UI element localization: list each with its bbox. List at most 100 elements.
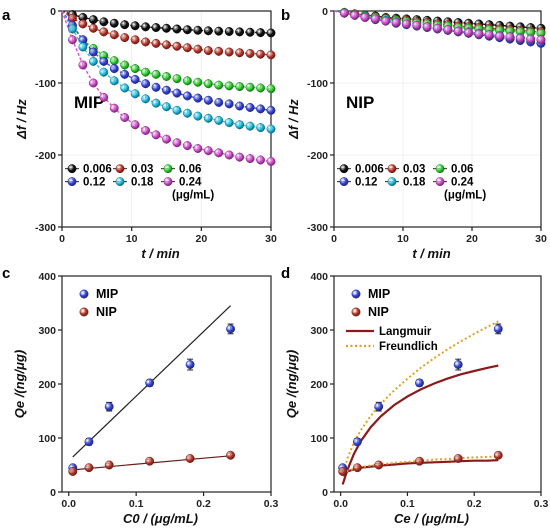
legend-label: 0.18 — [403, 177, 426, 189]
x-tick-label: 0.2 — [467, 498, 482, 510]
x-tick-label: 30 — [265, 233, 277, 245]
data-point — [185, 454, 195, 463]
data-point — [88, 47, 98, 57]
series-MIP — [68, 323, 235, 473]
data-point — [266, 28, 276, 38]
series-0.006 — [61, 10, 276, 38]
data-point — [453, 454, 463, 463]
data-point — [88, 78, 98, 88]
fit-curve-langmuir — [341, 364, 499, 485]
data-point — [151, 130, 161, 140]
data-point — [162, 72, 171, 81]
data-point — [360, 13, 370, 22]
data-point — [182, 141, 192, 151]
data-point — [515, 33, 525, 43]
legend-label: MIP — [368, 287, 390, 301]
data-point — [203, 95, 213, 105]
data-point — [226, 324, 235, 334]
data-point — [172, 88, 182, 98]
data-point — [245, 154, 255, 164]
data-point — [130, 120, 140, 130]
y-tick-label: -200 — [35, 150, 56, 162]
legend-marker — [339, 177, 349, 187]
y-tick-label: 400 — [38, 271, 56, 283]
x-tick-label: 0 — [59, 233, 65, 245]
x-tick-label: 10 — [397, 233, 409, 245]
data-point — [464, 28, 473, 38]
data-point — [172, 41, 182, 51]
x-tick-label: 0.2 — [196, 498, 211, 510]
data-point — [172, 24, 182, 34]
data-point — [381, 16, 391, 26]
data-point — [374, 460, 384, 470]
y-tick-label: -200 — [307, 150, 328, 162]
x-axis-label: Ce / (μg/mL) — [394, 511, 469, 526]
legend-label: Langmuir — [379, 326, 432, 338]
data-point — [224, 47, 234, 57]
data-point — [374, 402, 384, 412]
data-point — [536, 35, 546, 45]
y-tick-label: 300 — [310, 325, 328, 337]
data-point — [245, 82, 255, 92]
y-tick-label: 0 — [322, 6, 328, 18]
legend-label: 0.03 — [403, 164, 425, 176]
data-point — [352, 463, 362, 473]
data-point — [99, 17, 109, 27]
plot-frame — [333, 10, 542, 228]
legend-label: 0.06 — [179, 164, 201, 176]
data-point — [162, 40, 171, 50]
x-axis-label: t / min — [141, 246, 179, 261]
data-point — [162, 85, 171, 95]
data-point — [120, 69, 130, 79]
data-point — [422, 22, 432, 32]
series-0.18 — [61, 10, 276, 134]
data-point — [256, 123, 265, 133]
data-point — [130, 21, 140, 31]
series-0.03 — [61, 10, 276, 60]
data-point — [141, 22, 151, 32]
data-point — [443, 25, 453, 35]
y-tick-label: 200 — [38, 379, 56, 391]
data-point — [182, 43, 192, 53]
data-point — [214, 26, 224, 36]
y-tick-label: -300 — [35, 222, 56, 234]
data-point — [109, 76, 119, 86]
legend-label: 0.12 — [355, 177, 377, 189]
x-tick-label: 10 — [126, 233, 138, 245]
legend-label: 0.12 — [83, 177, 105, 189]
legend-label: 0.18 — [131, 177, 154, 189]
data-point — [352, 437, 362, 447]
data-point — [84, 463, 94, 473]
data-point — [193, 25, 203, 35]
x-axis-label: t / min — [412, 246, 450, 261]
legend-marker — [67, 177, 77, 187]
data-point — [193, 44, 203, 54]
legend-marker — [435, 177, 445, 187]
data-point — [193, 144, 203, 153]
y-tick-label: -100 — [35, 78, 56, 90]
legend-label: 0.06 — [451, 164, 473, 176]
data-point — [214, 97, 224, 107]
legend-label: 0.006 — [83, 164, 112, 176]
legend-marker — [387, 177, 397, 187]
data-point — [495, 31, 505, 41]
data-point — [104, 460, 114, 470]
data-point — [391, 18, 401, 27]
data-point — [99, 27, 109, 37]
data-point — [151, 98, 161, 108]
y-tick-label: -300 — [307, 222, 328, 234]
data-point — [415, 378, 424, 388]
data-point — [151, 82, 161, 92]
data-point — [88, 56, 98, 66]
x-tick-label: 30 — [535, 233, 547, 245]
data-point — [130, 64, 140, 74]
data-point — [78, 42, 88, 52]
data-point — [256, 104, 265, 114]
legend-marker — [351, 307, 361, 317]
legend-marker — [163, 177, 173, 187]
panel-label: b — [281, 7, 290, 24]
data-point — [224, 118, 234, 128]
legend-marker — [79, 307, 89, 317]
data-point — [203, 46, 213, 56]
data-point — [256, 83, 265, 93]
